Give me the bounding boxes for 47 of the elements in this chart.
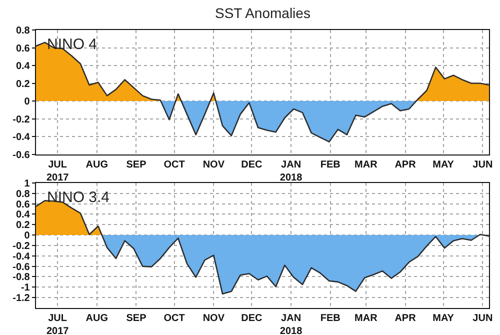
x-tick-label: JAN 2018 (280, 313, 303, 335)
y-tick-label: 0.8 (16, 26, 30, 36)
x-tick-label: JUL 2017 (46, 159, 70, 184)
x-tick-label: JUL 2017 (46, 313, 70, 335)
y-tick-label: 0.8 (16, 188, 30, 200)
x-tick-label: APR (394, 313, 417, 324)
x-tick-label: FEB (320, 159, 340, 170)
x-tick-label: MAY (432, 313, 454, 324)
x-tick-label: FEB (320, 313, 340, 324)
y-tick-label: 0.2 (16, 220, 30, 232)
x-tick-label: SEP (126, 159, 147, 170)
x-tick-label: SEP (126, 313, 147, 324)
x-tick-label: APR (394, 159, 417, 170)
y-tick-label: -1 (20, 282, 30, 294)
annotation: NINO 3.4 (47, 189, 110, 206)
annotation: NINO 4 (47, 36, 98, 53)
x-tick-label: AUG (86, 159, 108, 170)
y-tick-label: 0 (24, 96, 30, 108)
y-tick-label: 0.4 (16, 61, 30, 72)
x-tick-label: NOV (202, 159, 225, 170)
x-tick-label: MAR (354, 159, 378, 170)
y-tick-label: -0.6 (12, 150, 30, 161)
y-tick-label: -0.4 (12, 251, 30, 262)
y-tick-label: 0.6 (16, 199, 30, 210)
x-tick-label: JUN (472, 159, 493, 170)
y-tick-label: -0.2 (12, 240, 30, 252)
y-tick-label: -0.6 (12, 262, 30, 273)
x-tick-label: OCT (164, 159, 185, 170)
x-tick-label: AUG (86, 313, 108, 324)
y-tick-label: -1.2 (12, 293, 30, 304)
y-tick-label: 0.6 (16, 43, 30, 54)
y-tick-label: 0.2 (16, 78, 30, 90)
x-tick-label: MAY (432, 159, 454, 170)
y-tick-label: 1 (24, 178, 30, 190)
x-tick-label: JUN (472, 313, 493, 324)
x-tick-label: DEC (241, 159, 262, 170)
y-tick-label: -0.8 (12, 272, 30, 284)
x-tick-label: NOV (202, 313, 225, 324)
x-tick-label: DEC (241, 313, 262, 324)
x-tick-label: MAR (354, 313, 378, 324)
y-tick-label: -0.4 (12, 132, 30, 144)
y-tick-label: -0.2 (12, 114, 30, 126)
chart-title: SST Anomalies (215, 5, 310, 21)
x-tick-label: OCT (164, 313, 185, 324)
y-tick-label: 0 (24, 230, 30, 242)
y-tick-label: 0.4 (16, 210, 30, 221)
x-tick-label: JAN 2018 (280, 159, 303, 184)
